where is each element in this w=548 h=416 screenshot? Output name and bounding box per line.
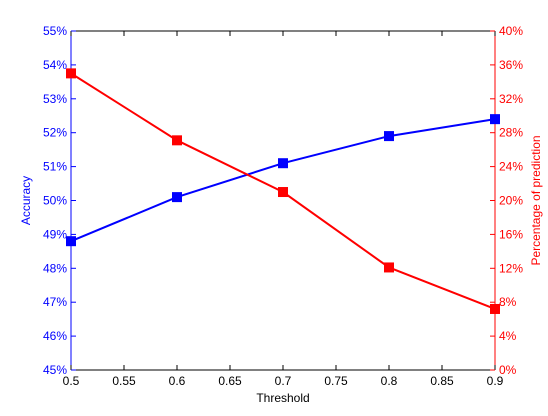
x-tick-label: 0.5 bbox=[63, 374, 80, 388]
series-point-accuracy bbox=[172, 192, 182, 203]
y-right-tick-label: 4% bbox=[499, 329, 517, 343]
y-right-tick-label: 8% bbox=[499, 295, 517, 309]
y-left-tick-label: 51% bbox=[43, 160, 67, 174]
y-left-tick-label: 47% bbox=[43, 295, 67, 309]
x-tick-label: 0.6 bbox=[169, 374, 186, 388]
y-right-axis-title: Percentage of prediction bbox=[529, 135, 543, 265]
y-right-tick-label: 0% bbox=[499, 363, 517, 377]
x-tick-label: 0.9 bbox=[487, 374, 504, 388]
y-left-tick-label: 53% bbox=[43, 92, 67, 106]
plot-background bbox=[71, 31, 495, 370]
y-left-tick-label: 46% bbox=[43, 329, 67, 343]
y-right-tick-label: 28% bbox=[499, 126, 523, 140]
y-left-tick-label: 49% bbox=[43, 227, 67, 241]
y-left-tick-label: 54% bbox=[43, 58, 67, 72]
x-tick-label: 0.75 bbox=[324, 374, 348, 388]
y-left-tick-label: 48% bbox=[43, 261, 67, 275]
y-right-tick-label: 20% bbox=[499, 194, 523, 208]
x-tick-label: 0.55 bbox=[112, 374, 136, 388]
y-left-tick-label: 52% bbox=[43, 126, 67, 140]
series-point-accuracy bbox=[278, 158, 288, 169]
series-point-accuracy bbox=[384, 131, 394, 142]
y-left-axis-title: Accuracy bbox=[19, 176, 33, 225]
series-point-percentage bbox=[490, 303, 500, 314]
y-right-tick-label: 40% bbox=[499, 24, 523, 38]
plot-area: 0.5 0.55 0.6 0.65 0.7 0.75 0.8 0.85 0.9 45% 46% 47%… bbox=[43, 24, 523, 388]
x-tick-label: 0.85 bbox=[430, 374, 454, 388]
x-axis-title: Threshold bbox=[256, 391, 309, 405]
series-point-accuracy bbox=[66, 236, 76, 247]
y-left-tick-label: 45% bbox=[43, 363, 67, 377]
x-tick-label: 0.7 bbox=[275, 374, 292, 388]
y-right-tick-label: 16% bbox=[499, 227, 523, 241]
y-left-tick-label: 50% bbox=[43, 194, 67, 208]
y-left-tick-label: 55% bbox=[43, 24, 67, 38]
y-right-tick-label: 12% bbox=[499, 261, 523, 275]
y-right-tick-label: 24% bbox=[499, 160, 523, 174]
y-right-tick-label: 36% bbox=[499, 58, 523, 72]
series-point-percentage bbox=[66, 68, 76, 79]
series-point-percentage bbox=[278, 187, 288, 198]
x-tick-label: 0.65 bbox=[218, 374, 242, 388]
y-right-tick-label: 32% bbox=[499, 92, 523, 106]
series-point-percentage bbox=[172, 135, 182, 146]
series-point-percentage bbox=[384, 262, 394, 273]
x-tick-label: 0.8 bbox=[381, 374, 398, 388]
series-point-accuracy bbox=[490, 114, 500, 125]
